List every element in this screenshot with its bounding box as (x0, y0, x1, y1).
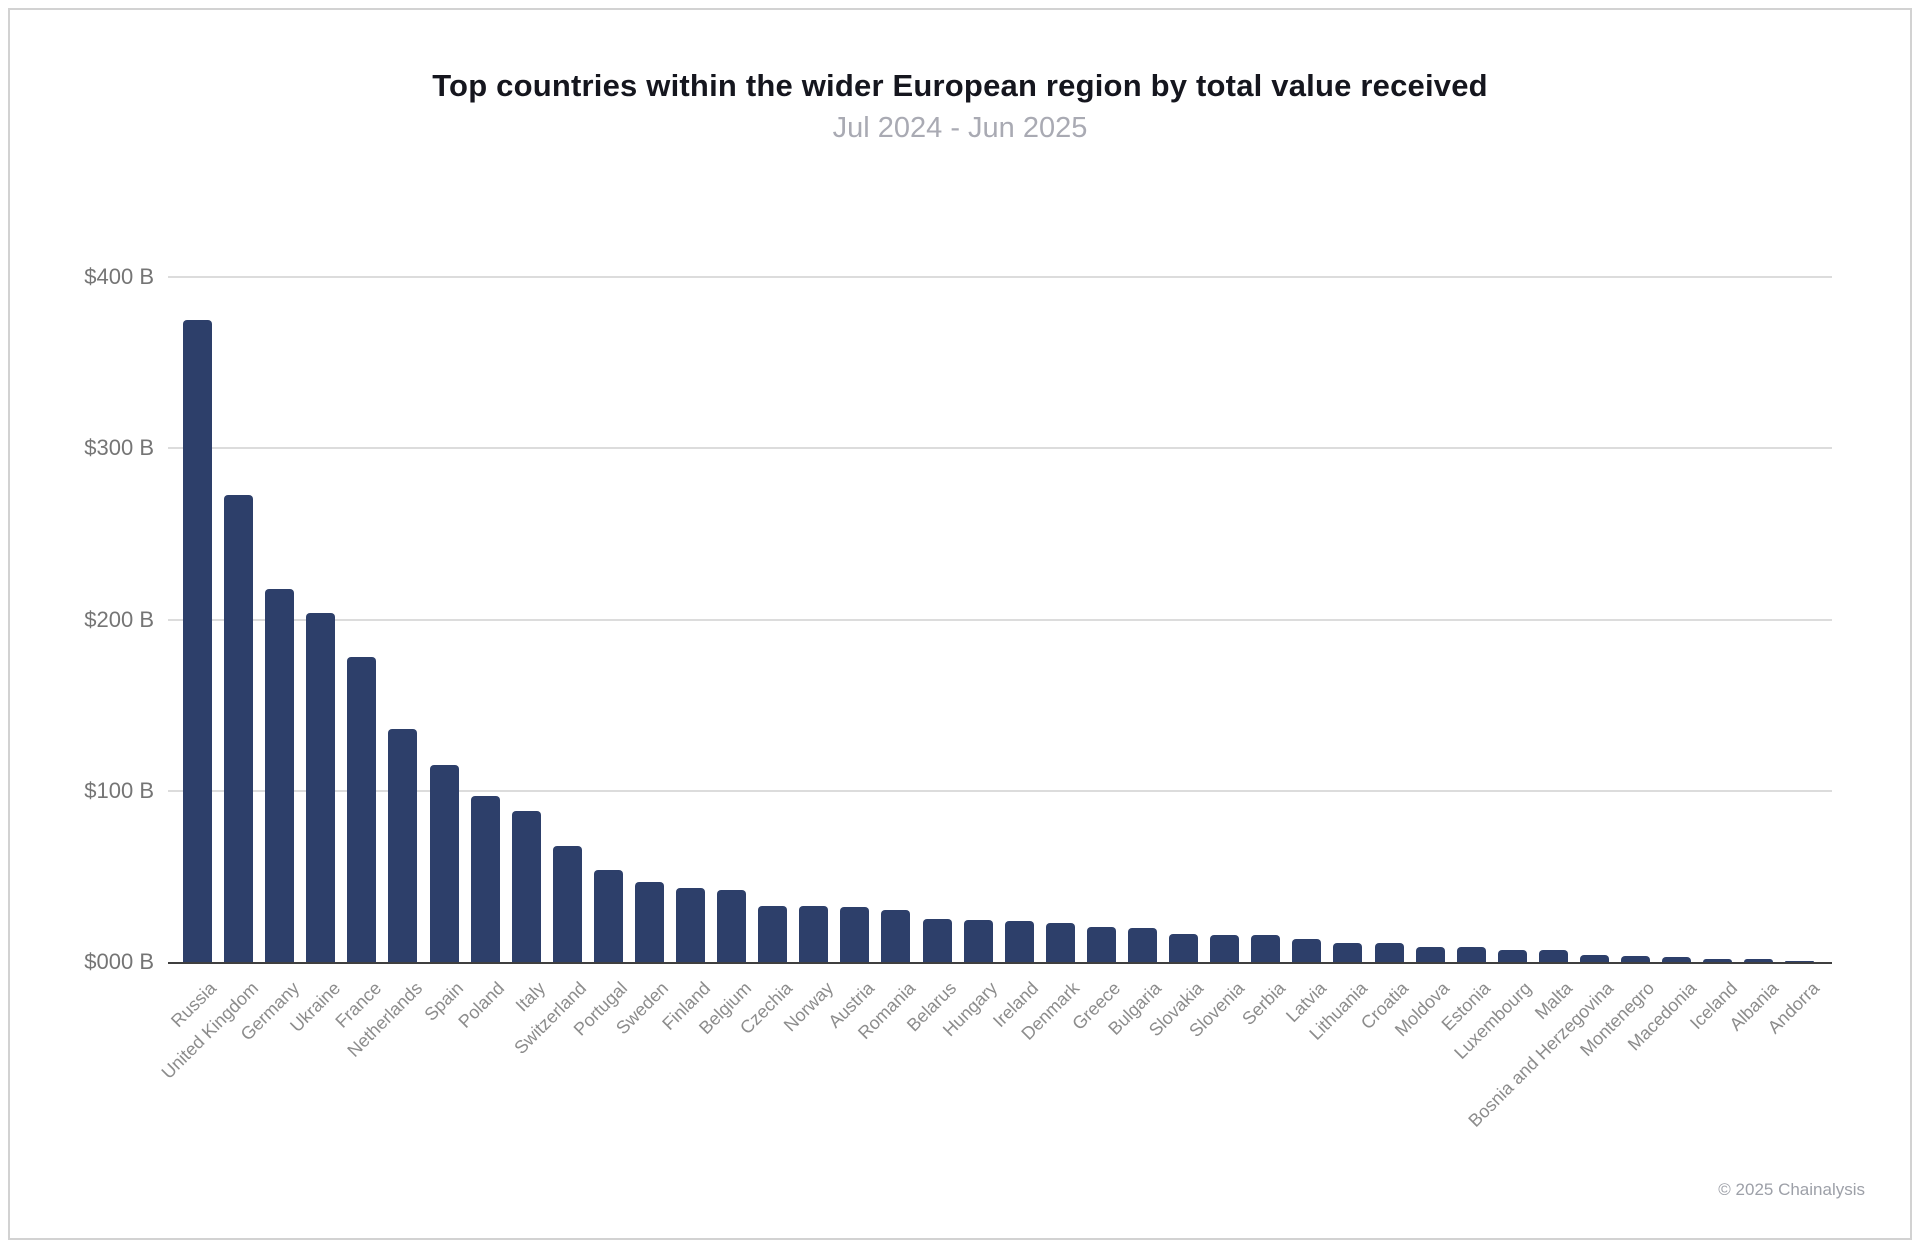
bar-finland (676, 888, 706, 962)
bar-romania (881, 909, 911, 962)
bar-austria (840, 907, 870, 962)
bar-italy (511, 811, 541, 962)
bar-denmark (1045, 923, 1075, 962)
bar-malta (1538, 950, 1568, 962)
bar-macedonia (1662, 957, 1692, 962)
gridline-400 (168, 276, 1832, 278)
bar-latvia (1292, 938, 1322, 962)
copyright-notice: © 2025 Chainalysis (1718, 1180, 1865, 1199)
gridline-100 (168, 789, 1832, 792)
chart-title: Top countries within the wider European … (432, 68, 1488, 103)
bar-ireland (1004, 920, 1034, 962)
bar-norway (799, 906, 829, 962)
chart-subtitle: Jul 2024 - Jun 2025 (832, 112, 1088, 144)
bar-france (347, 657, 377, 962)
x-axis-line (168, 962, 1832, 964)
bar-albania (1744, 959, 1774, 962)
gridline-200 (168, 618, 1832, 621)
bar-bulgaria (1128, 927, 1157, 962)
bar-czechia (758, 905, 788, 962)
bar-belarus (922, 919, 952, 962)
bar-belgium (717, 890, 747, 962)
bar-ukraine (306, 612, 336, 962)
y-axis-tick-label: $100 B (84, 777, 154, 803)
bar-croatia (1374, 943, 1404, 962)
bar-luxembourg (1497, 949, 1527, 962)
bar-poland (470, 795, 500, 962)
x-axis-category-label: Poland (454, 978, 509, 1032)
bar-spain (429, 765, 459, 962)
y-axis-tick-label: $400 B (84, 264, 154, 289)
bar-andorra (1785, 961, 1815, 962)
y-axis-tick-label: $200 B (84, 606, 154, 632)
bar-lithuania (1333, 942, 1363, 962)
x-axis-category-label: Serbia (1237, 978, 1289, 1029)
bar-bosnia-and-herzegovina (1579, 955, 1609, 962)
y-axis-tick-label: $300 B (84, 435, 154, 461)
bar-portugal (593, 869, 623, 962)
bar-serbia (1251, 935, 1281, 962)
bar-netherlands (388, 729, 418, 962)
bar-russia (183, 319, 212, 962)
bar-estonia (1456, 946, 1486, 962)
y-axis-tick-label: $000 B (84, 949, 154, 974)
bar-slovakia (1169, 933, 1199, 962)
bar-montenegro (1621, 955, 1651, 962)
bar-sweden (634, 881, 664, 962)
x-axis-labels: Russia United Kingdom Germany Ukraine France… (157, 962, 1832, 1182)
bar-germany (265, 588, 295, 962)
bar-moldova (1415, 946, 1445, 962)
bar-greece (1086, 927, 1116, 962)
bar-hungary (963, 920, 993, 962)
bar-united-kingdom (224, 494, 254, 962)
plot-area: Russia United Kingdom Germany Ukraine France… (84, 266, 1832, 1131)
bar-switzerland (552, 845, 582, 962)
gridline-300 (168, 447, 1832, 450)
bar-slovenia (1210, 935, 1240, 962)
bar-iceland (1703, 958, 1733, 962)
